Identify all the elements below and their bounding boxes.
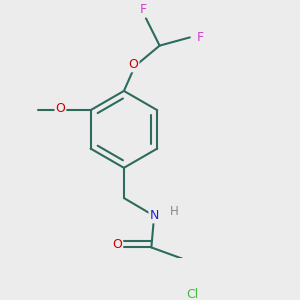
Text: N: N [149,209,159,222]
Text: H: H [170,205,179,218]
Text: Cl: Cl [186,288,199,300]
Text: F: F [140,3,147,16]
Text: F: F [197,31,204,44]
Text: O: O [56,102,65,115]
Text: O: O [112,238,122,251]
Text: O: O [129,58,139,71]
